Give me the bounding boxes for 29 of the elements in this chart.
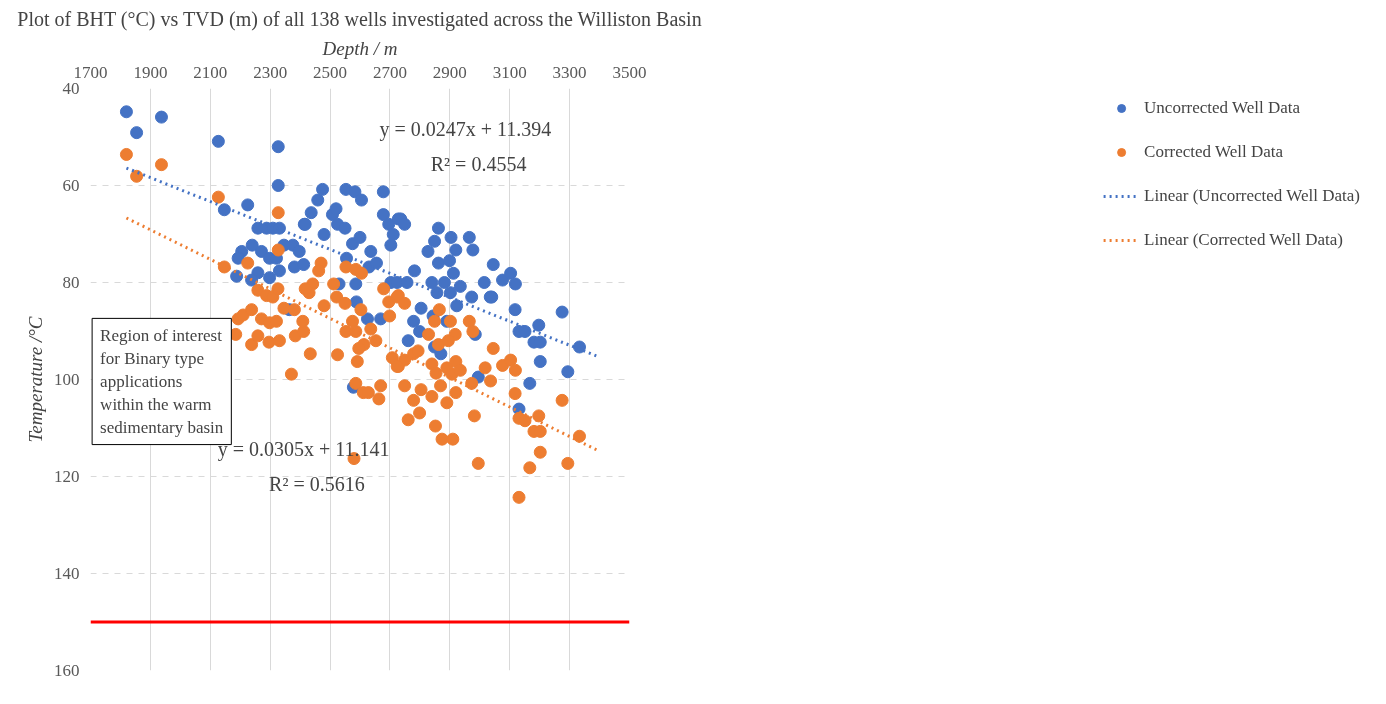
- x-tick-label: 3500: [612, 62, 647, 82]
- x-tick-label: 2500: [313, 62, 348, 82]
- x-tick-label: 2100: [193, 62, 228, 82]
- y-tick-label: 120: [54, 467, 80, 486]
- x-tick-label: 3300: [552, 62, 587, 82]
- y-tick-label: 40: [62, 79, 80, 98]
- x-tick-label: 2900: [432, 62, 467, 82]
- x-tick-label: 3100: [492, 62, 527, 82]
- x-tick-label: 2300: [253, 62, 288, 82]
- y-tick-label: 140: [54, 564, 80, 583]
- y-tick-label: 100: [54, 370, 80, 389]
- annotation: R² = 0.5616: [269, 473, 365, 496]
- y-tick-label: 60: [62, 176, 80, 195]
- x-tick-label: 1700: [73, 62, 108, 82]
- y-tick-label: 80: [62, 273, 80, 292]
- chart-title: Plot of BHT (°C) vs TVD (m) of all 138 wells investigated across the Williston Basin: [17, 7, 702, 31]
- annotation: R² = 0.4554: [430, 153, 527, 176]
- x-tick-label: 2700: [372, 62, 407, 82]
- legend-label: Corrected Well Data: [1144, 142, 1284, 162]
- y-axis-title: Temperature /°C: [25, 316, 46, 443]
- annotation: y = 0.0305x + 11.141: [217, 438, 390, 462]
- legend-label: Uncorrected Well Data: [1144, 98, 1301, 118]
- x-tick-label: 1900: [133, 62, 168, 82]
- annotation: y = 0.0247x + 11.394: [379, 118, 552, 142]
- x-axis-title: Depth / m: [321, 37, 398, 59]
- y-tick-label: 160: [54, 661, 80, 680]
- legend-label: Linear (Corrected Well Data): [1144, 230, 1344, 250]
- annotation: Region of interest for Binary type applications within the warm sedimentary basin: [100, 326, 224, 437]
- legend-label: Linear (Uncorrected Well Data): [1144, 186, 1360, 206]
